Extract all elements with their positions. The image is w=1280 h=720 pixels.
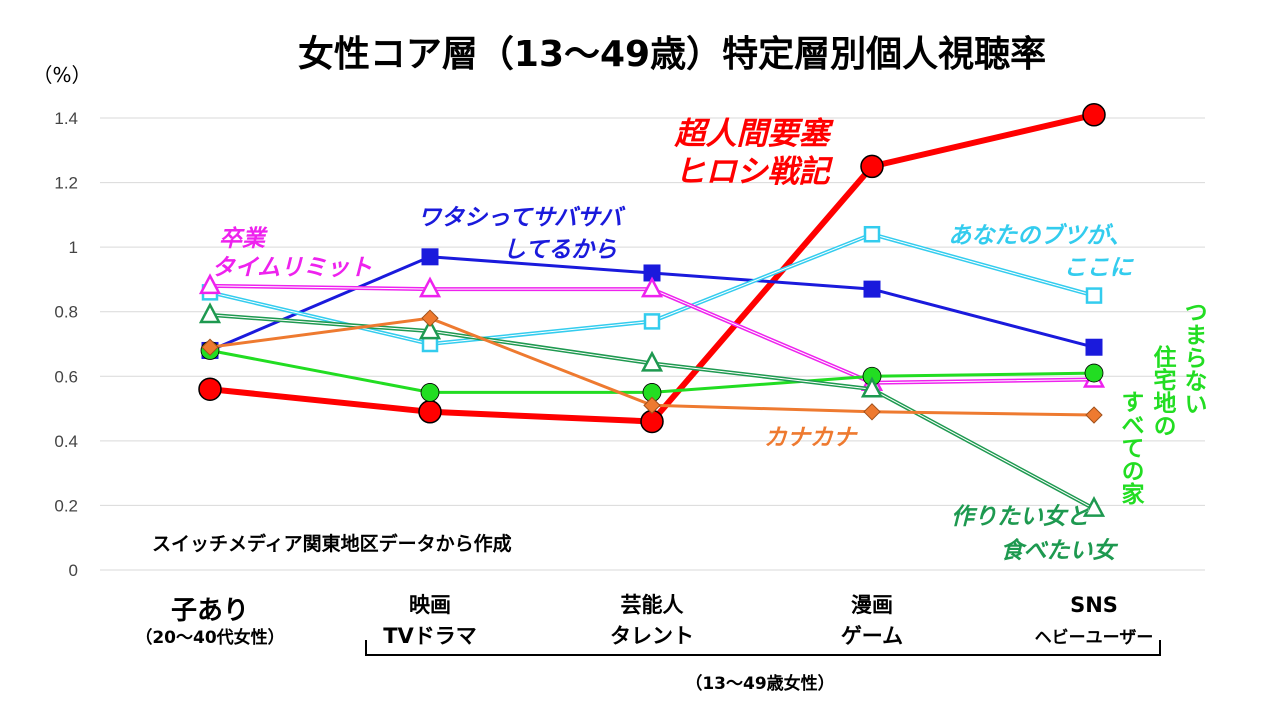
gridlines <box>100 117 1205 571</box>
y-tick-label: 1.2 <box>54 174 78 193</box>
series-label: してるから <box>503 237 617 263</box>
x-category-label: 漫画 <box>851 593 893 617</box>
x-category-sublabel: （20～40代女性） <box>135 627 284 648</box>
y-tick-label: 0.2 <box>54 496 78 515</box>
series-6 <box>201 309 1103 424</box>
series-label: すべての家 <box>1117 390 1145 505</box>
y-tick-label: 0.6 <box>54 367 78 386</box>
x-category-sublabel: ヘビーユーザー <box>1035 628 1154 648</box>
data-point <box>1085 338 1103 356</box>
series-label: ワタシってサバサバ <box>418 205 626 231</box>
x-category-sublabel: ゲーム <box>841 624 903 648</box>
series-3 <box>198 273 1106 391</box>
series-0 <box>198 103 1106 434</box>
data-point <box>643 396 661 415</box>
data-point <box>198 377 222 401</box>
data-point <box>860 154 884 179</box>
y-axis-ticks: 0 0.2 0.4 0.6 0.8 1 1.2 1.4 <box>54 109 78 580</box>
series-label: つまらない <box>1180 300 1207 415</box>
series-label: 卒業 <box>219 226 268 252</box>
y-tick-label: 0 <box>69 561 78 580</box>
data-point <box>640 276 664 298</box>
group-label: （13～49歳女性） <box>685 673 834 694</box>
x-category-label: 映画 <box>409 593 451 617</box>
y-axis-unit: （%） <box>32 63 91 87</box>
chart-title: 女性コア層（13～49歳）特定層別個人視聴率 <box>298 34 1046 75</box>
data-point <box>1085 287 1103 304</box>
x-category-sublabel: TVドラマ <box>383 624 477 648</box>
data-point <box>1082 103 1106 127</box>
data-point <box>640 350 664 372</box>
data-point <box>421 248 439 266</box>
series-label: あなたのブツが、 <box>948 222 1132 249</box>
series-label: 作りたい女と <box>951 503 1089 530</box>
data-point <box>860 376 884 398</box>
series-label: ヒロシ戦記 <box>675 154 834 190</box>
data-point <box>201 338 219 356</box>
x-category-label: 芸能人 <box>621 593 684 617</box>
data-point <box>420 383 440 402</box>
y-tick-label: 1 <box>69 238 78 257</box>
data-point <box>863 280 881 298</box>
data-point <box>643 313 661 330</box>
data-point <box>1085 406 1103 424</box>
series-label: カナカナ <box>764 425 858 451</box>
data-point <box>863 225 881 243</box>
series-label: 住宅地の <box>1149 344 1177 437</box>
series-label: 食べたい女 <box>1001 537 1119 564</box>
series-label: タイムリミット <box>212 255 373 281</box>
series-label: ここに <box>1064 255 1135 281</box>
data-point <box>863 403 881 421</box>
data-point <box>418 318 442 340</box>
data-point <box>418 276 442 298</box>
x-category-label: 子あり <box>171 596 249 626</box>
data-point <box>198 302 222 324</box>
data-point <box>198 273 222 295</box>
x-category-sublabel: タレント <box>610 624 694 648</box>
data-point <box>418 400 442 424</box>
series-5 <box>198 302 1106 517</box>
data-point <box>1084 363 1104 383</box>
data-point <box>421 309 439 327</box>
series-label: 超人間要塞 <box>674 116 835 152</box>
source-note: スイッチメディア関東地区データから作成 <box>152 532 512 555</box>
y-tick-label: 1.4 <box>54 109 78 128</box>
group-bracket <box>365 640 1161 656</box>
x-category-label: SNS <box>1070 593 1118 617</box>
series-layer <box>198 103 1106 517</box>
y-tick-label: 0.4 <box>54 432 78 451</box>
data-point <box>1082 495 1106 517</box>
y-tick-label: 0.8 <box>54 303 78 322</box>
